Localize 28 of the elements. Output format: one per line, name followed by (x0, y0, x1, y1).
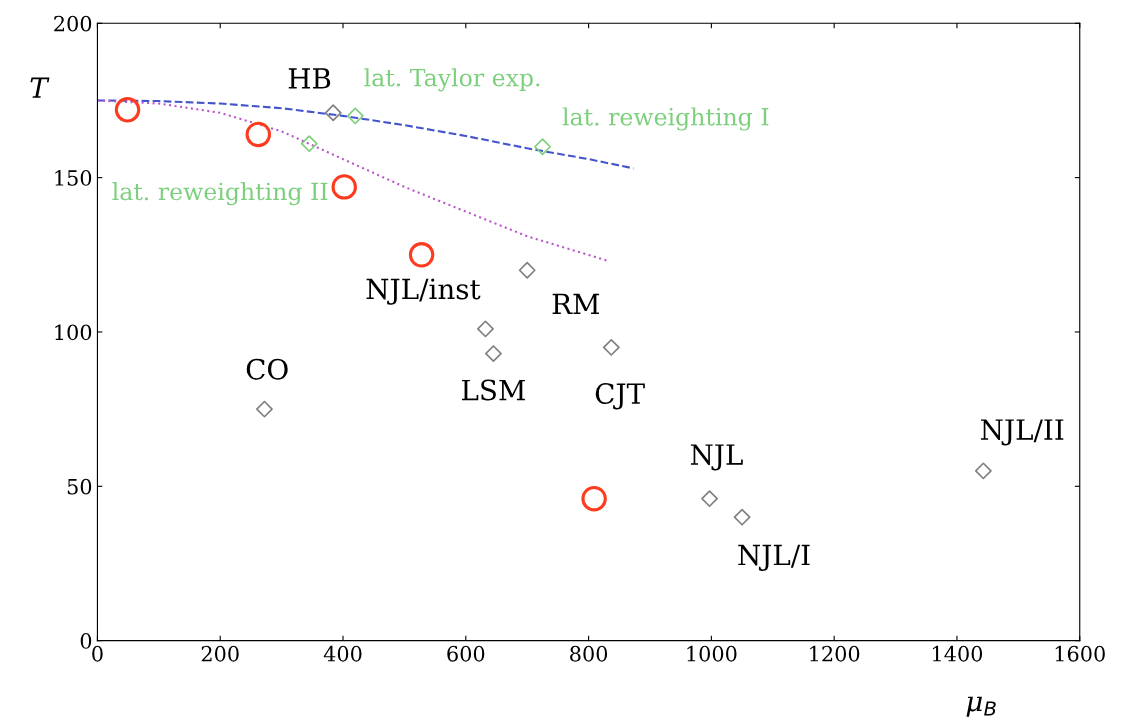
x-tick-label: 400 (323, 645, 362, 662)
x-tick-label: 1200 (810, 645, 860, 662)
data-label: NJL (690, 444, 743, 471)
data-label: RM (552, 293, 600, 315)
x-tick-label: 1400 (932, 645, 983, 662)
y-tick-label: 0 (80, 633, 92, 649)
y-tick-label: 200 (54, 15, 92, 32)
x-tick-label: 0 (92, 645, 103, 662)
x-tick-label: 600 (447, 645, 485, 662)
y-tick-label: 150 (55, 170, 92, 186)
data-label: lat. reweighting I (562, 107, 769, 131)
data-label: NJL/I (738, 544, 810, 571)
x-tick-label: 800 (570, 645, 608, 662)
x-tick-label: 200 (201, 645, 239, 662)
data-label: LSM (462, 379, 525, 401)
data-label: NJL/inst (366, 278, 481, 305)
data-label: HB (288, 68, 331, 89)
y-axis-title: T (30, 77, 50, 98)
data-label: CO (246, 358, 288, 380)
y-tick-label: 50 (67, 478, 92, 495)
data-label: lat. Taylor exp. (364, 68, 540, 92)
data-label: NJL/II (981, 419, 1064, 446)
x-tick-label: 1600 (1055, 645, 1105, 662)
data-label: CJT (595, 383, 645, 410)
x-axis-title: μ$_{B}$ (966, 696, 996, 717)
y-tick-label: 100 (55, 324, 92, 341)
x-tick-label: 1000 (687, 645, 737, 662)
data-label: lat. reweighting II (112, 182, 328, 206)
